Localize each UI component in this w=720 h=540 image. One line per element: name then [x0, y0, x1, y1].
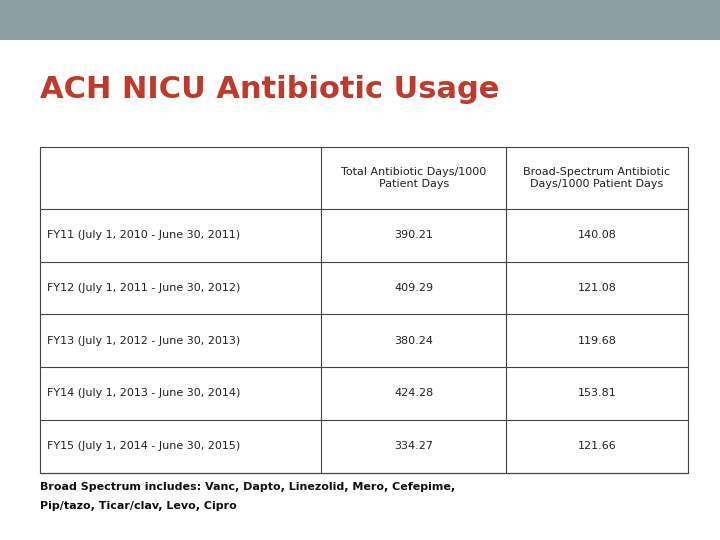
Text: 121.08: 121.08: [577, 283, 616, 293]
Text: 380.24: 380.24: [395, 336, 433, 346]
Text: FY14 (July 1, 2013 - June 30, 2014): FY14 (July 1, 2013 - June 30, 2014): [47, 388, 240, 399]
Text: ACH NICU Antibiotic Usage: ACH NICU Antibiotic Usage: [40, 75, 499, 104]
Text: 119.68: 119.68: [577, 336, 616, 346]
Text: Broad Spectrum includes: Vanc, Dapto, Linezolid, Mero, Cefepime,: Broad Spectrum includes: Vanc, Dapto, Li…: [40, 482, 455, 492]
Text: Broad-Spectrum Antibiotic
Days/1000 Patient Days: Broad-Spectrum Antibiotic Days/1000 Pati…: [523, 167, 670, 189]
Text: Total Antibiotic Days/1000
Patient Days: Total Antibiotic Days/1000 Patient Days: [341, 167, 487, 189]
Text: FY13 (July 1, 2012 - June 30, 2013): FY13 (July 1, 2012 - June 30, 2013): [47, 336, 240, 346]
Text: FY11 (July 1, 2010 - June 30, 2011): FY11 (July 1, 2010 - June 30, 2011): [47, 231, 240, 240]
Text: FY12 (July 1, 2011 - June 30, 2012): FY12 (July 1, 2011 - June 30, 2012): [47, 283, 240, 293]
Text: 140.08: 140.08: [577, 231, 616, 240]
Text: 424.28: 424.28: [394, 388, 433, 399]
Bar: [40, 147, 688, 472]
Text: FY15 (July 1, 2014 - June 30, 2015): FY15 (July 1, 2014 - June 30, 2015): [47, 441, 240, 451]
Bar: [0, 0, 720, 40]
Text: 409.29: 409.29: [395, 283, 433, 293]
Text: Pip/tazo, Ticar/clav, Levo, Cipro: Pip/tazo, Ticar/clav, Levo, Cipro: [40, 501, 236, 511]
Text: 334.27: 334.27: [395, 441, 433, 451]
Text: 121.66: 121.66: [577, 441, 616, 451]
Bar: [40, 147, 688, 472]
Text: 153.81: 153.81: [577, 388, 616, 399]
Text: 390.21: 390.21: [395, 231, 433, 240]
